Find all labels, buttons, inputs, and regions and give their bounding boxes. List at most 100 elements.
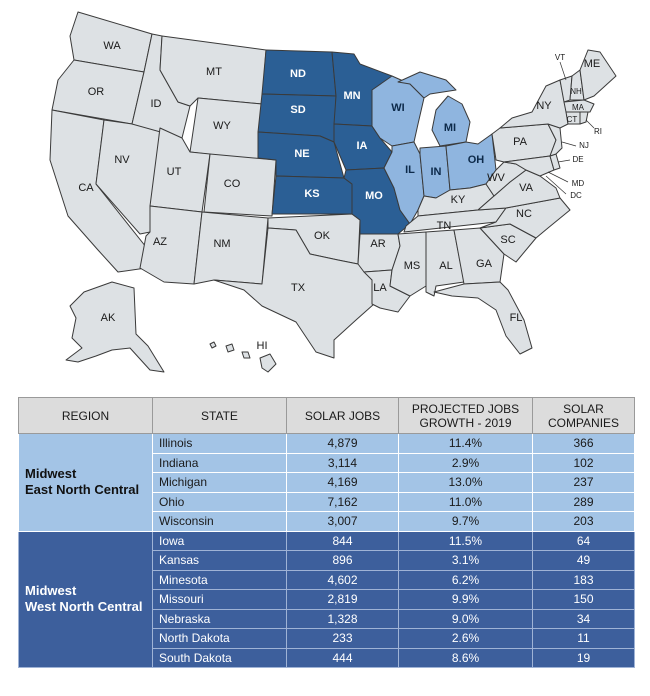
cell-companies: 289 — [532, 491, 635, 512]
table-row: North Dakota 233 2.6% 11 — [19, 628, 635, 649]
label-ny: NY — [536, 100, 552, 112]
cell-state: Iowa — [152, 530, 287, 551]
cell-companies: 11 — [532, 628, 635, 649]
label-al: AL — [439, 260, 452, 272]
leader-vt — [559, 61, 567, 81]
state-tx — [213, 227, 375, 359]
table-row: Kansas 896 3.1% 49 — [19, 550, 635, 571]
label-ky: KY — [451, 194, 466, 206]
header-solar-companies: SOLAR COMPANIES — [532, 397, 635, 434]
label-ar: AR — [370, 238, 385, 250]
label-ri: RI — [594, 127, 602, 136]
label-fl: FL — [510, 312, 523, 324]
region-cell-east-north-central: Midwest East North Central — [18, 433, 153, 532]
header-state: STATE — [152, 397, 287, 434]
state-mi — [431, 95, 471, 147]
solar-jobs-table: REGION STATE SOLAR JOBS PROJECTED JOBS G… — [18, 397, 635, 668]
table-row: Nebraska 1,328 9.0% 34 — [19, 608, 635, 629]
cell-jobs: 3,007 — [286, 511, 399, 532]
label-wv: WV — [487, 172, 505, 184]
label-sd: SD — [290, 104, 305, 116]
leader-dc — [545, 175, 567, 195]
label-az: AZ — [153, 236, 167, 248]
cell-companies: 49 — [532, 550, 635, 571]
cell-jobs: 4,169 — [286, 472, 399, 493]
cell-state: North Dakota — [152, 628, 287, 649]
cell-companies: 64 — [532, 530, 635, 551]
cell-jobs: 896 — [286, 550, 399, 571]
label-ut: UT — [167, 166, 182, 178]
state-fl — [433, 281, 533, 355]
label-va: VA — [519, 182, 534, 194]
table-row: Midwest East North Central Illinois 4,87… — [18, 433, 635, 532]
header-solar-companies-line1: SOLAR — [563, 401, 604, 416]
header-region: REGION — [18, 397, 153, 434]
region-east-line1: Midwest — [25, 466, 77, 482]
cell-state: Michigan — [152, 472, 287, 493]
label-dc: DC — [570, 191, 582, 200]
label-mn: MN — [343, 90, 360, 102]
state-co — [203, 153, 277, 217]
cell-state: Indiana — [152, 452, 287, 473]
cell-companies: 183 — [532, 569, 635, 590]
state-nm — [193, 211, 269, 285]
cell-jobs: 2,819 — [286, 589, 399, 610]
table-row: Midwest West North Central Iowa 844 11.5… — [18, 530, 635, 668]
label-hi: HI — [257, 340, 268, 352]
cell-state: Ohio — [152, 491, 287, 512]
label-wa: WA — [103, 40, 121, 52]
label-nm: NM — [213, 238, 230, 250]
cell-jobs: 233 — [286, 628, 399, 649]
cell-jobs: 844 — [286, 530, 399, 551]
cell-growth: 9.7% — [398, 511, 533, 532]
label-id: ID — [151, 98, 162, 110]
cell-jobs: 3,114 — [286, 452, 399, 473]
cell-companies: 366 — [532, 433, 635, 454]
table-row: Michigan 4,169 13.0% 237 — [19, 472, 635, 493]
state-ri — [579, 111, 589, 125]
label-ks: KS — [304, 188, 319, 200]
us-map: WA OR CA NV ID MT WY UT CO AZ NM TX OK K… — [49, 11, 617, 373]
label-ga: GA — [476, 258, 493, 270]
cell-state: Illinois — [152, 433, 287, 454]
cell-jobs: 1,328 — [286, 608, 399, 629]
label-nd: ND — [290, 68, 306, 80]
table-row: Ohio 7,162 11.0% 289 — [19, 491, 635, 512]
cell-companies: 150 — [532, 589, 635, 610]
cell-jobs: 7,162 — [286, 491, 399, 512]
cell-state: South Dakota — [152, 647, 287, 668]
label-ne: NE — [294, 148, 309, 160]
cell-companies: 19 — [532, 647, 635, 668]
cell-growth: 2.9% — [398, 452, 533, 473]
label-or: OR — [88, 86, 105, 98]
label-tx: TX — [291, 282, 306, 294]
label-de: DE — [572, 155, 583, 164]
table-header-row: REGION STATE SOLAR JOBS PROJECTED JOBS G… — [18, 397, 635, 434]
cell-growth: 13.0% — [398, 472, 533, 493]
state-or — [51, 59, 145, 125]
label-ca: CA — [78, 182, 94, 194]
label-mo: MO — [365, 190, 383, 202]
state-mi-upper — [397, 71, 457, 99]
state-ak — [65, 281, 165, 373]
leader-nj — [561, 141, 577, 147]
label-nc: NC — [516, 208, 532, 220]
header-projected-growth-line1: PROJECTED JOBS — [411, 401, 520, 416]
cell-jobs: 444 — [286, 647, 399, 668]
label-tn: TN — [437, 220, 452, 232]
leader-de — [557, 159, 571, 163]
cell-companies: 237 — [532, 472, 635, 493]
table-row: Wisconsin 3,007 9.7% 203 — [19, 511, 635, 532]
label-wy: WY — [213, 120, 231, 132]
region-west-line2: West North Central — [25, 599, 143, 615]
region-cell-west-north-central: Midwest West North Central — [18, 530, 153, 668]
state-ny — [499, 79, 569, 129]
region-east-line2: East North Central — [25, 482, 140, 498]
leader-ri — [585, 119, 595, 129]
label-ms: MS — [404, 260, 421, 272]
label-sc: SC — [500, 234, 515, 246]
label-in: IN — [431, 166, 442, 178]
label-nh: NH — [570, 87, 582, 96]
cell-state: Kansas — [152, 550, 287, 571]
state-ma — [563, 99, 595, 113]
